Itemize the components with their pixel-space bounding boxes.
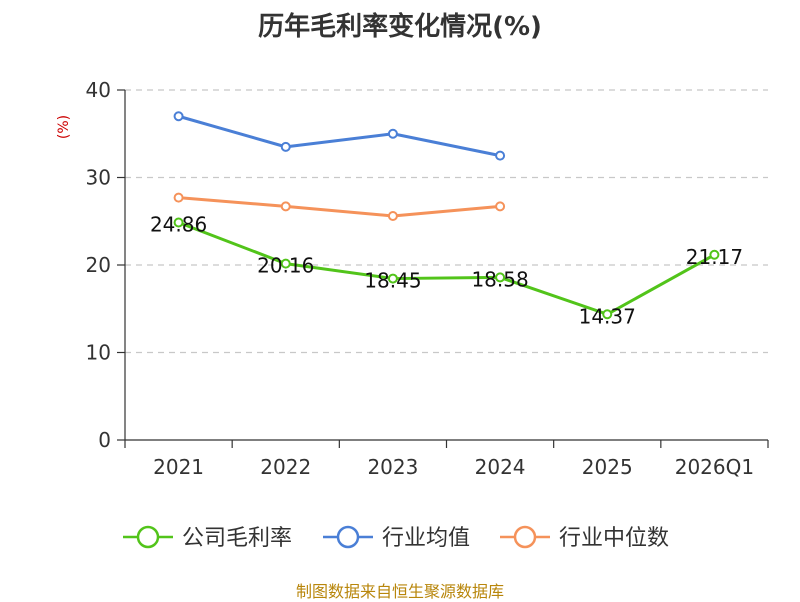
legend[interactable]: 公司毛利率 行业均值 行业中位数 (123, 525, 669, 551)
data-label: 20.16 (257, 254, 314, 278)
data-point[interactable] (387, 273, 398, 284)
data-point[interactable] (387, 128, 398, 139)
y-tick-label: 20 (86, 253, 111, 277)
legend-label: 行业中位数 (559, 526, 669, 551)
data-point[interactable] (602, 309, 613, 320)
y-tick-label: 30 (86, 166, 111, 190)
data-point[interactable] (280, 141, 291, 152)
x-tick-label: 2026Q1 (675, 455, 754, 479)
data-point[interactable] (173, 217, 184, 228)
axes: 0 10 20 30 40 2021 2022 2023 2024 2025 2026Q1 (%) (56, 78, 769, 479)
series-group (173, 111, 720, 320)
series-line (178, 221, 716, 316)
source-note: 制图数据来自恒生聚源数据库 (295, 582, 504, 601)
series-line (178, 196, 501, 218)
data-label: 18.58 (471, 267, 528, 291)
x-tick-label: 2022 (260, 455, 311, 479)
legend-item[interactable]: 公司毛利率 (123, 525, 292, 551)
legend-label: 公司毛利率 (182, 526, 292, 551)
data-point[interactable] (495, 150, 506, 161)
legend-label: 行业均值 (382, 526, 470, 551)
data-point[interactable] (495, 272, 506, 283)
data-point[interactable] (173, 111, 184, 122)
chart-title: 历年毛利率变化情况(%) (258, 12, 542, 42)
data-point[interactable] (387, 211, 398, 221)
data-point[interactable] (280, 201, 291, 212)
data-point[interactable] (173, 192, 184, 203)
legend-item[interactable]: 行业均值 (323, 525, 470, 551)
x-tick-label: 2025 (582, 455, 633, 479)
data-labels: 24.86 20.16 18.45 18.58 14.37 21.17 (150, 212, 743, 328)
data-label: 24.86 (150, 212, 207, 236)
y-tick-label: 40 (86, 78, 111, 102)
data-label: 18.45 (364, 269, 421, 293)
data-point[interactable] (495, 201, 506, 212)
x-tick-label: 2024 (475, 455, 526, 479)
y-tick-label: 0 (98, 428, 111, 452)
gridlines (125, 89, 768, 354)
data-point[interactable] (709, 249, 720, 260)
data-point[interactable] (280, 258, 291, 269)
legend-item[interactable]: 行业中位数 (500, 525, 669, 551)
y-axis-label: (%) (56, 115, 72, 139)
data-label: 14.37 (579, 304, 636, 328)
series-line (178, 114, 501, 158)
x-tick-label: 2021 (153, 455, 204, 479)
legend-marker (336, 525, 360, 549)
legend-marker (136, 525, 160, 549)
y-tick-label: 10 (86, 341, 111, 365)
legend-marker (513, 525, 537, 549)
x-tick-label: 2023 (367, 455, 418, 479)
data-label: 21.17 (686, 245, 743, 269)
